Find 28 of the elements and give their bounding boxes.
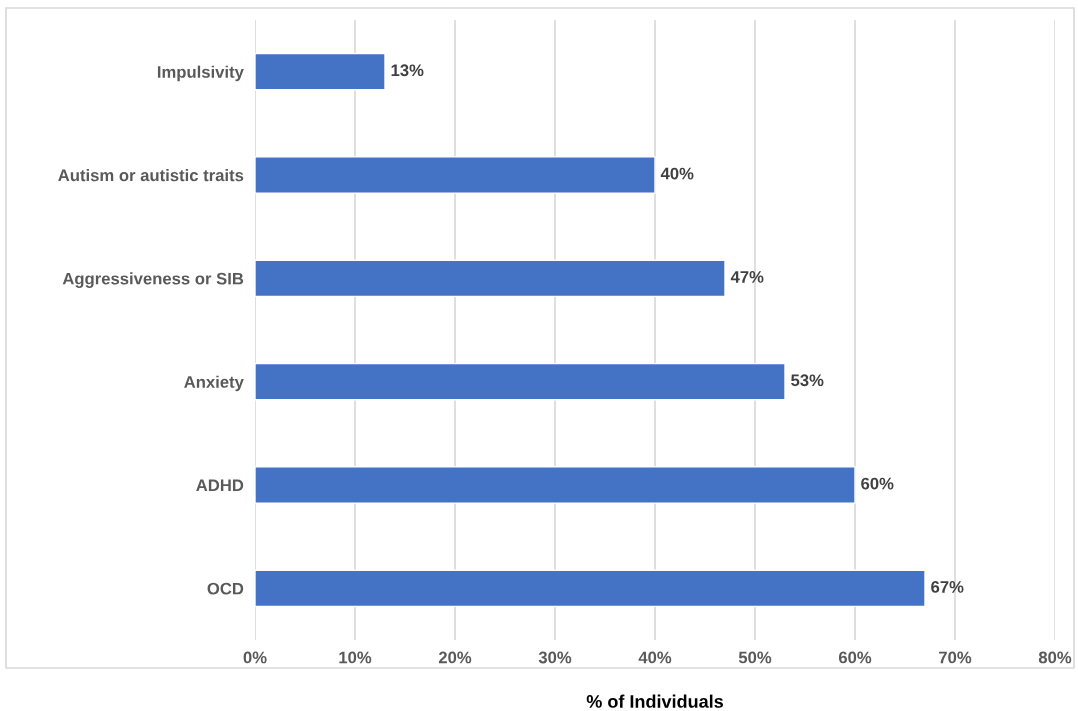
data-label: 40% <box>660 167 694 180</box>
x-tick-label: 60% <box>838 651 872 664</box>
bar <box>255 156 656 194</box>
data-label: 67% <box>931 581 964 593</box>
y-tick-label: Aggressiveness or SIB <box>62 272 244 288</box>
x-tick-label: 70% <box>939 651 972 664</box>
bar <box>255 569 926 608</box>
y-tick-label: OCD <box>207 582 244 595</box>
x-tick-label: 30% <box>538 651 572 664</box>
x-tick-label: 40% <box>638 651 672 664</box>
data-label: 53% <box>791 374 824 387</box>
y-tick-label: Impulsivity <box>157 65 244 82</box>
y-tick-label: Anxiety <box>184 375 244 392</box>
bar <box>255 259 726 298</box>
bar <box>255 466 856 504</box>
y-tick-label: Autism or autistic traits <box>58 168 244 182</box>
x-tick-label: 10% <box>339 651 372 664</box>
x-tick-label: 50% <box>738 651 772 664</box>
bar <box>255 52 386 91</box>
x-axis-title: % of Individuals <box>586 694 723 708</box>
data-label: 47% <box>730 271 764 283</box>
y-tick-label: ADHD <box>196 479 244 492</box>
x-tick-label: 20% <box>438 651 472 664</box>
data-label: 60% <box>861 477 894 490</box>
x-tick-label: 80% <box>1038 651 1072 664</box>
x-tick-label: 0% <box>243 651 267 664</box>
bar <box>255 362 786 401</box>
data-label: 13% <box>391 64 424 77</box>
